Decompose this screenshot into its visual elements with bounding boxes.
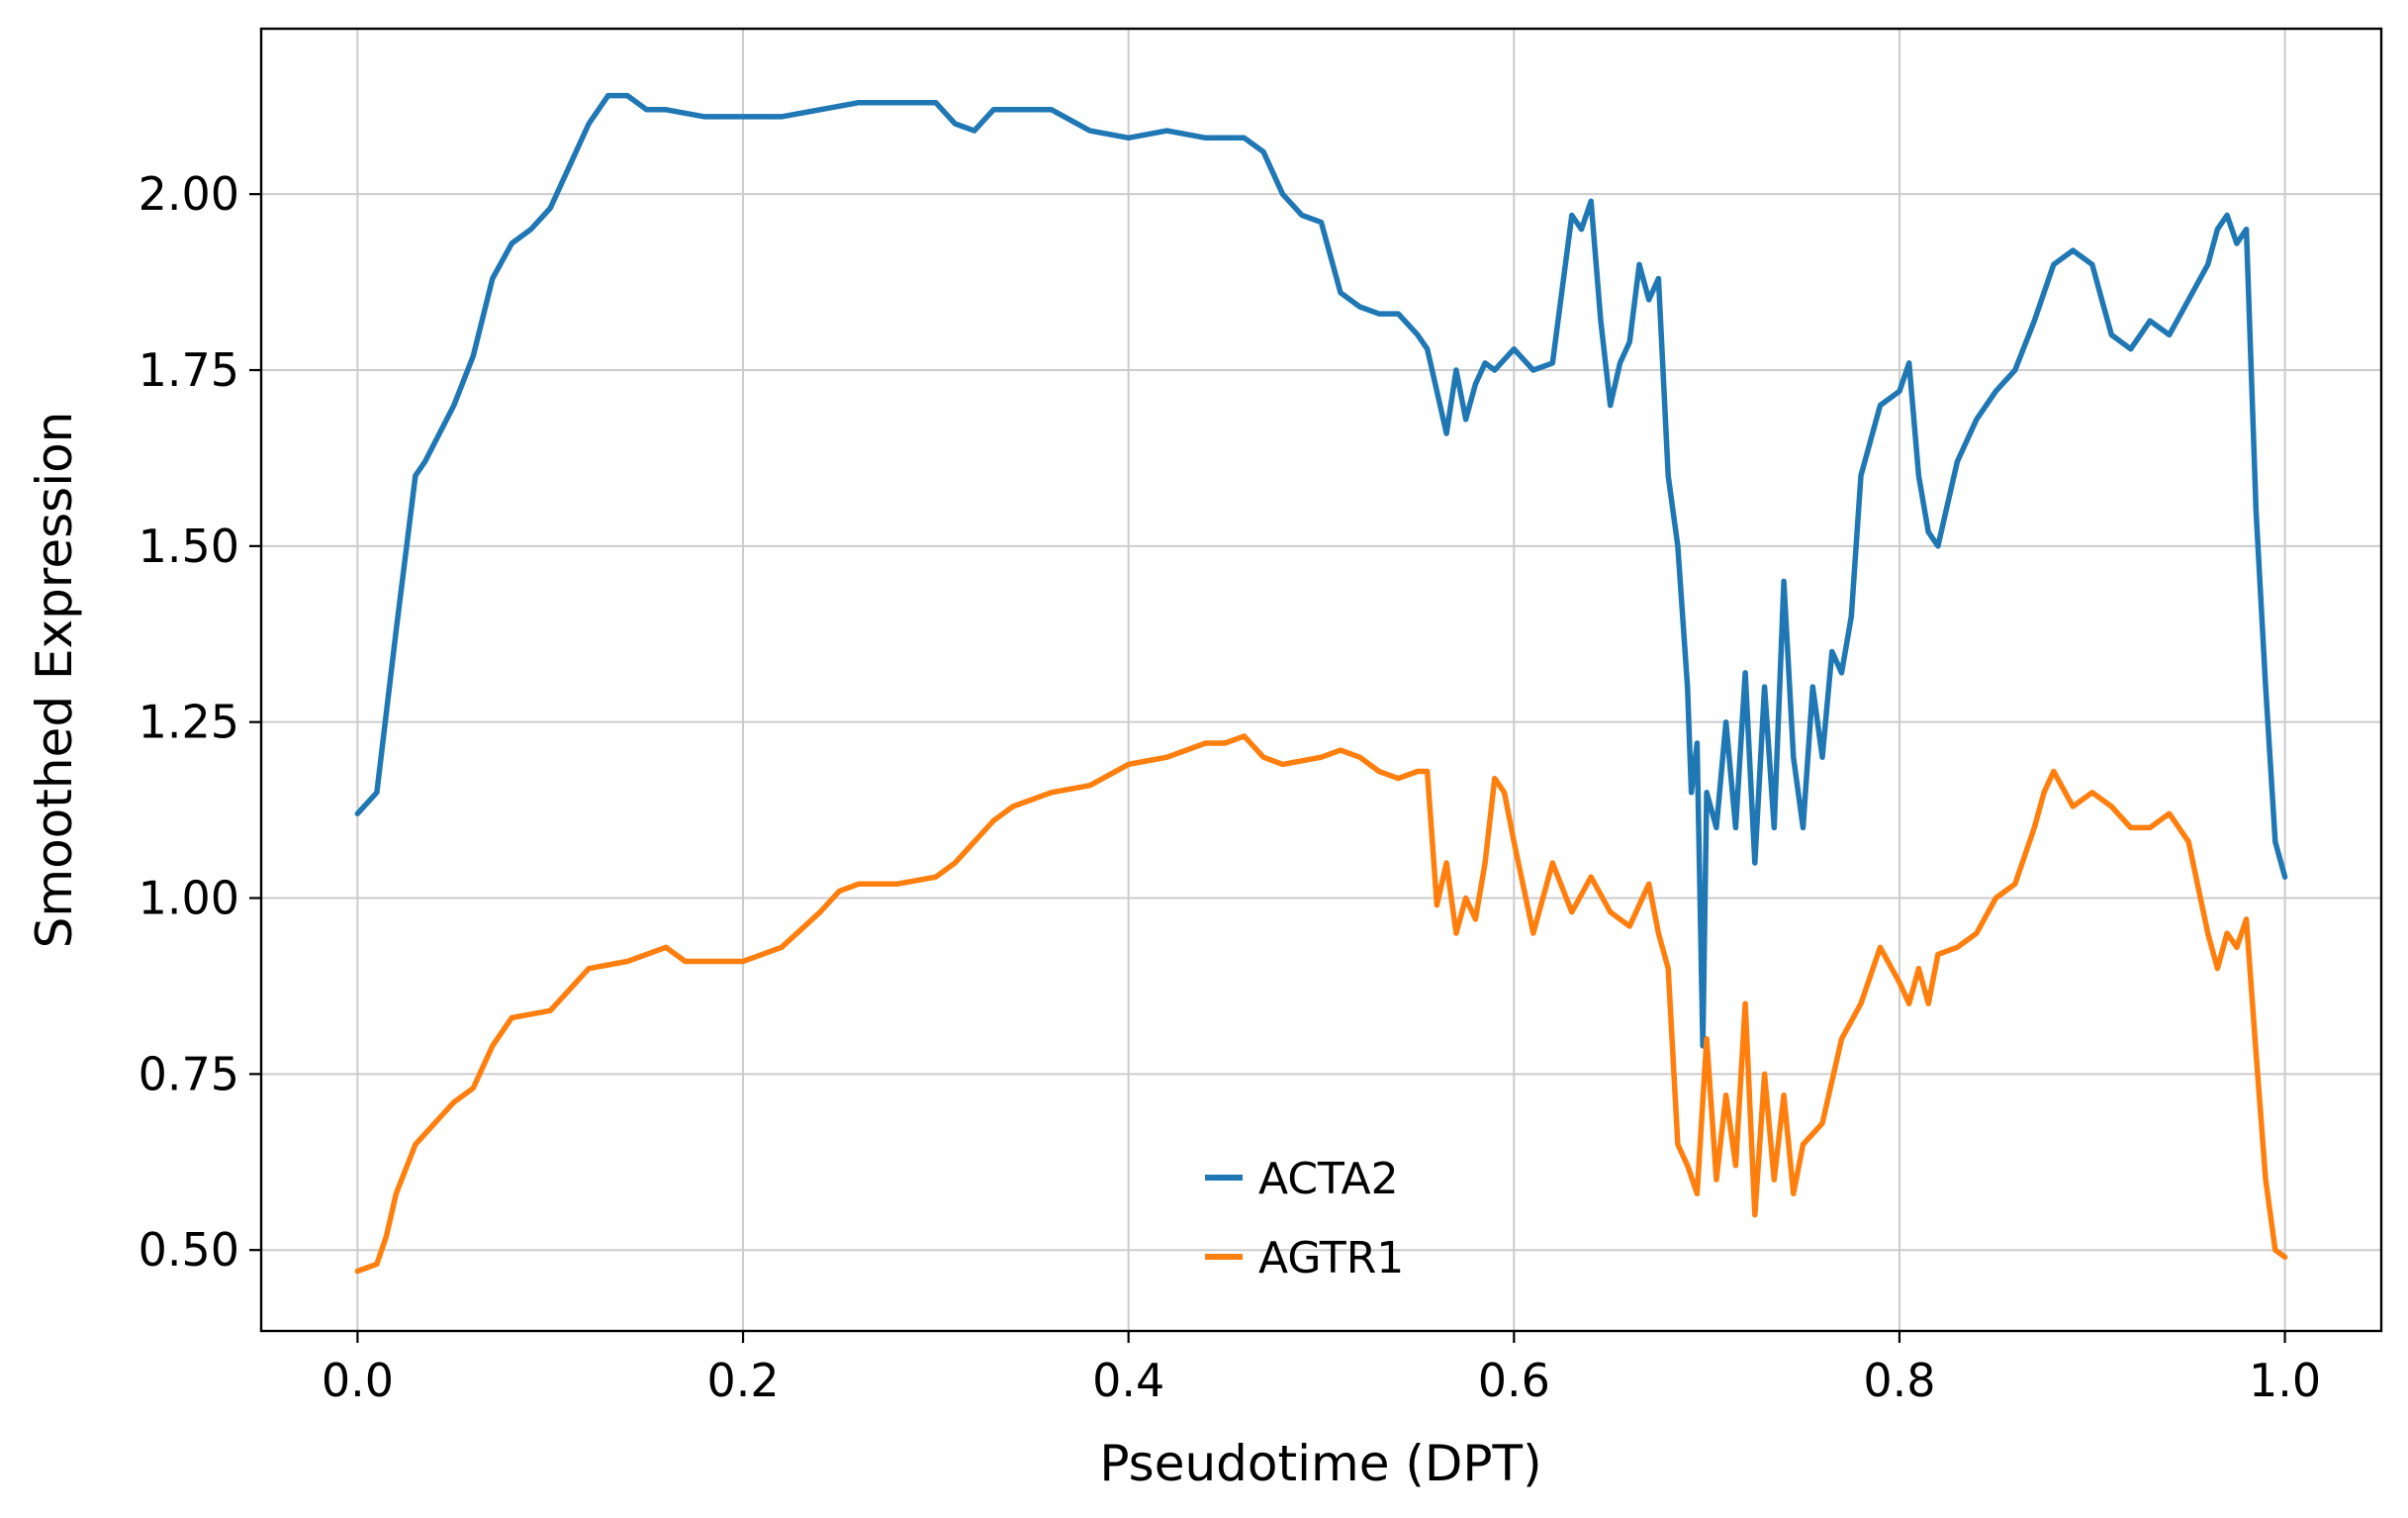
x-tick-label: 0.8 <box>1863 1354 1935 1407</box>
series-lines <box>354 92 2288 1275</box>
plot-frame <box>259 27 2383 1333</box>
y-tick-label: 1.25 <box>139 696 239 749</box>
series-line-acta2 <box>354 92 2288 1049</box>
x-tick-label: 1.0 <box>2249 1354 2321 1407</box>
grid-lines <box>261 29 2381 1331</box>
y-tick-label: 2.00 <box>139 167 239 221</box>
y-tick-label: 0.50 <box>139 1223 239 1277</box>
y-tick-label: 1.75 <box>139 343 239 397</box>
x-axis-label: Pseudotime (DPT) <box>1099 1435 1541 1492</box>
y-axis-ticks: 0.50 0.75 1.00 1.25 1.50 1.75 2.00 <box>139 167 261 1277</box>
x-tick-label: 0.0 <box>322 1354 394 1407</box>
y-tick-label: 1.00 <box>139 872 239 925</box>
legend-label-agtr1: AGTR1 <box>1258 1233 1404 1283</box>
legend-label-acta2: ACTA2 <box>1258 1154 1399 1204</box>
y-axis-label: Smoothed Expression <box>26 412 83 949</box>
x-tick-label: 0.2 <box>706 1354 779 1407</box>
y-tick-label: 1.50 <box>139 520 239 573</box>
y-tick-label: 0.75 <box>139 1047 239 1100</box>
x-axis-ticks: 0.0 0.2 0.4 0.6 0.8 1.0 <box>322 1331 2321 1407</box>
x-tick-label: 0.4 <box>1092 1354 1164 1407</box>
legend: ACTA2 AGTR1 <box>1205 1154 1404 1283</box>
series-line-agtr1 <box>354 733 2288 1275</box>
x-tick-label: 0.6 <box>1478 1354 1550 1407</box>
